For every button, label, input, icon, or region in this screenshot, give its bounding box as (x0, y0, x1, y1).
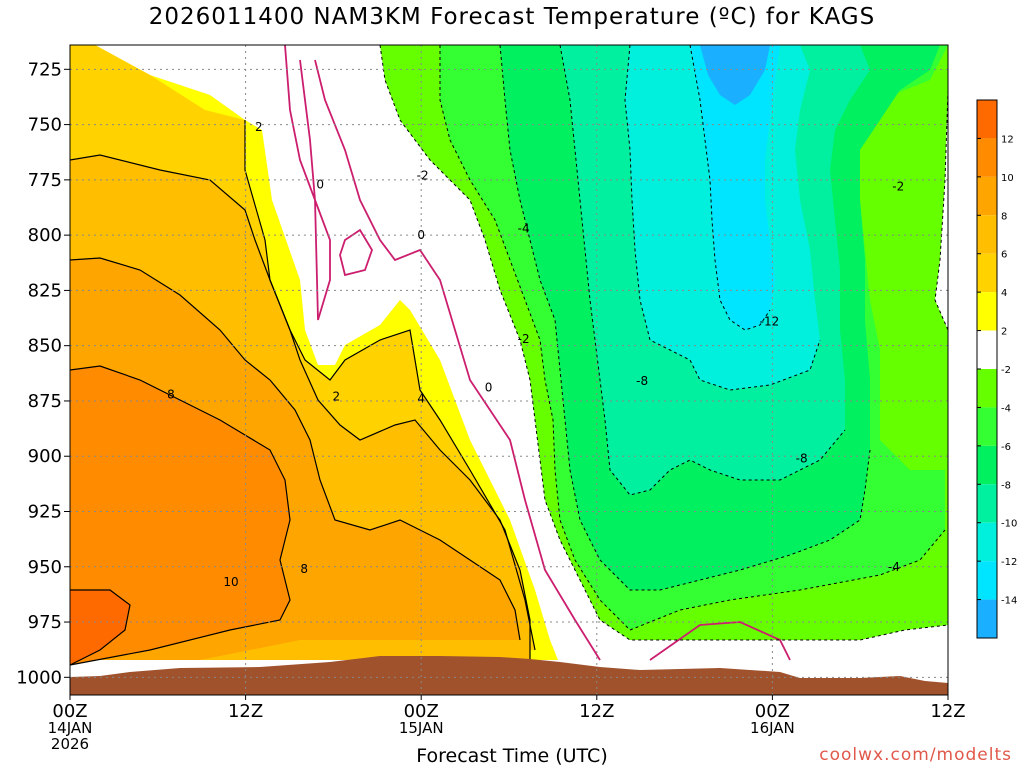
colorbar-label: 8 (1001, 211, 1007, 222)
colorbar-label: -14 (1001, 596, 1017, 607)
x-tick-label: 12Z (930, 701, 965, 722)
colorbar-swatch (977, 369, 997, 408)
colorbar-swatch (977, 176, 997, 216)
contour-label: -8 (796, 451, 808, 465)
colorbar-swatch (977, 484, 997, 523)
colorbar-swatch (977, 215, 997, 254)
colorbar-label: 4 (1001, 288, 1007, 299)
colorbar-label: 10 (1001, 173, 1014, 184)
band-neg12 (690, 45, 780, 330)
ground-terrain (70, 656, 948, 695)
contour-label: 2 (255, 120, 263, 134)
contour-label: 4 (417, 392, 425, 406)
y-tick-label: 900 (28, 446, 62, 467)
y-tick-label: 725 (28, 59, 62, 80)
y-tick-label: 950 (28, 557, 62, 578)
cold-contours (379, 45, 948, 641)
y-tick-label: 850 (28, 336, 62, 357)
contour-labels: 2 0 -2 0 -4 -2 0 2 4 8 -8 -12 -8 -2 -4 8 10 (167, 120, 904, 589)
y-tick-label: 875 (28, 391, 62, 412)
x-tick-label: 12Z (228, 701, 263, 722)
contour-label: -8 (636, 374, 648, 388)
x-tick-label: 15JAN (399, 719, 444, 737)
chart-title: 2026011400 NAM3KM Forecast Temperature (… (148, 4, 876, 30)
colorbar-swatch (977, 561, 997, 600)
colorbar-label: 2 (1001, 327, 1007, 338)
y-tick-label: 925 (28, 501, 62, 522)
credit-text: coolwx.com/modelts (819, 745, 1012, 765)
colorbar-label: -2 (1001, 365, 1011, 376)
colorbar-swatch (977, 292, 997, 331)
colorbar-swatch (977, 599, 997, 638)
colorbar-label: -8 (1001, 480, 1011, 491)
y-tick-label: 1000 (16, 667, 62, 688)
x-tick-label: 00Z (755, 701, 790, 722)
contour-label: 0 (417, 228, 425, 242)
contour-label: -4 (518, 222, 530, 236)
y-tick-label: 775 (28, 170, 62, 191)
colorbar-label: 6 (1001, 250, 1007, 261)
warm-contours (70, 120, 536, 666)
x-tick-label: 14JAN (48, 719, 93, 737)
y-tick-label: 975 (28, 612, 62, 633)
x-tick-label: 00Z (404, 701, 439, 722)
x-tick-label: 12Z (579, 701, 614, 722)
contour-label: 10 (223, 575, 238, 589)
contour-label: -12 (760, 314, 780, 328)
y-tick-label: 800 (28, 225, 62, 246)
contour-label: 8 (300, 562, 308, 576)
colorbar: 12 10 8 6 4 2 -2 -4 -6 -8 -10 -12 -14 (976, 99, 1017, 639)
contour-label: 2 (333, 390, 341, 404)
plot-frame (69, 44, 949, 696)
colorbar-label: 12 (1001, 134, 1014, 145)
y-axis: 725 750 775 800 825 850 875 900 925 950 975 1000 (16, 59, 70, 688)
temperature-field (70, 45, 948, 695)
colorbar-label: -6 (1001, 442, 1011, 453)
contour-label: -4 (888, 560, 900, 574)
colorbar-swatch (977, 253, 997, 293)
y-tick-label: 825 (28, 280, 62, 301)
colorbar-label: -4 (1001, 403, 1011, 414)
x-tick-label: 16JAN (750, 719, 795, 737)
band-10 (70, 366, 290, 665)
contour-label: -2 (518, 332, 530, 346)
contour-label: -2 (417, 168, 429, 182)
x-tick-label: 2026 (51, 735, 89, 753)
freezing-line (284, 45, 791, 661)
colorbar-swatch (977, 100, 997, 139)
y-tick-label: 750 (28, 115, 62, 136)
contour-label: 8 (167, 387, 175, 401)
contour-label: 0 (316, 177, 324, 191)
plot-grid (70, 45, 949, 695)
contour-label: -2 (892, 179, 904, 193)
colorbar-swatch (977, 138, 997, 177)
colorbar-label: -12 (1001, 557, 1017, 568)
colorbar-swatch (977, 522, 997, 562)
band-neg14 (700, 45, 770, 105)
colorbar-swatch (977, 445, 997, 485)
band-12 (70, 590, 130, 665)
colorbar-label: -10 (1001, 519, 1017, 530)
colorbar-swatch (977, 407, 997, 446)
x-tick-label: 00Z (52, 701, 87, 722)
colorbar-swatch (977, 330, 997, 369)
x-axis-title: Forecast Time (UTC) (416, 745, 608, 767)
contour-label: 0 (485, 381, 493, 395)
